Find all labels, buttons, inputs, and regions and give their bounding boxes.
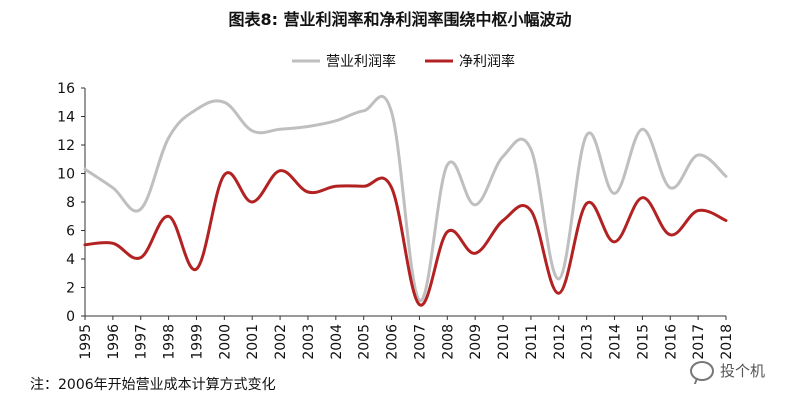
- legend-label: 净利润率: [459, 53, 515, 70]
- x-tick-label: 2001: [245, 324, 261, 360]
- x-tick-label: 1996: [106, 324, 122, 360]
- watermark-text: 投个机: [720, 362, 766, 380]
- x-tick-label: 2016: [663, 324, 679, 360]
- x-tick-label: 2000: [217, 324, 233, 360]
- x-tick-label: 2013: [580, 324, 596, 360]
- wechat-icon: [690, 360, 714, 381]
- x-tick-label: 2015: [635, 324, 651, 360]
- legend-label: 营业利润率: [326, 53, 396, 70]
- y-tick-label: 10: [57, 167, 75, 183]
- x-tick-label: 2018: [719, 324, 735, 360]
- y-tick-label: 16: [57, 81, 75, 97]
- series-line-net-margin: [83, 169, 728, 307]
- y-tick-label: 4: [66, 252, 75, 268]
- x-tick-label: 1998: [162, 324, 178, 360]
- y-tick-label: 14: [57, 110, 75, 126]
- y-tick-label: 8: [66, 195, 75, 211]
- x-tick-label: 2011: [524, 324, 540, 360]
- x-tick-label: 1997: [134, 324, 150, 360]
- y-tick-label: 12: [57, 138, 75, 154]
- y-tick-label: 0: [66, 309, 75, 325]
- x-tick-label: 2005: [357, 324, 373, 360]
- x-tick-label: 2006: [385, 324, 401, 360]
- footnote: 注：2006年开始营业成本计算方式变化: [30, 377, 276, 393]
- x-tick-label: 2002: [273, 324, 289, 360]
- series-group: [83, 94, 728, 307]
- x-tick-label: 2008: [440, 324, 456, 360]
- x-tick-label: 1999: [189, 324, 205, 360]
- chart-title: 图表8: 营业利润率和净利润率围绕中枢小幅波动: [228, 10, 572, 29]
- legend: 营业利润率 净利润率: [292, 53, 515, 70]
- watermark: 投个机: [690, 360, 765, 381]
- x-tick-label: 2009: [468, 324, 484, 360]
- x-tick-label: 2014: [608, 324, 624, 360]
- x-tick-label: 2004: [329, 324, 345, 360]
- y-tick-label: 6: [66, 224, 75, 240]
- x-tick-label: 2003: [301, 324, 317, 360]
- x-tick-label: 1995: [78, 324, 94, 360]
- x-tick-label: 2017: [691, 324, 707, 360]
- axes: 0 2 4 6 8 10 12 14 16 1995 1996 1997 1998 1999 2000 200…: [57, 81, 735, 360]
- y-tick-label: 2: [66, 281, 75, 297]
- series-line-operating-margin: [83, 94, 728, 302]
- x-tick-label: 2007: [412, 324, 428, 360]
- x-tick-label: 2012: [552, 324, 568, 360]
- x-tick-label: 2010: [496, 324, 512, 360]
